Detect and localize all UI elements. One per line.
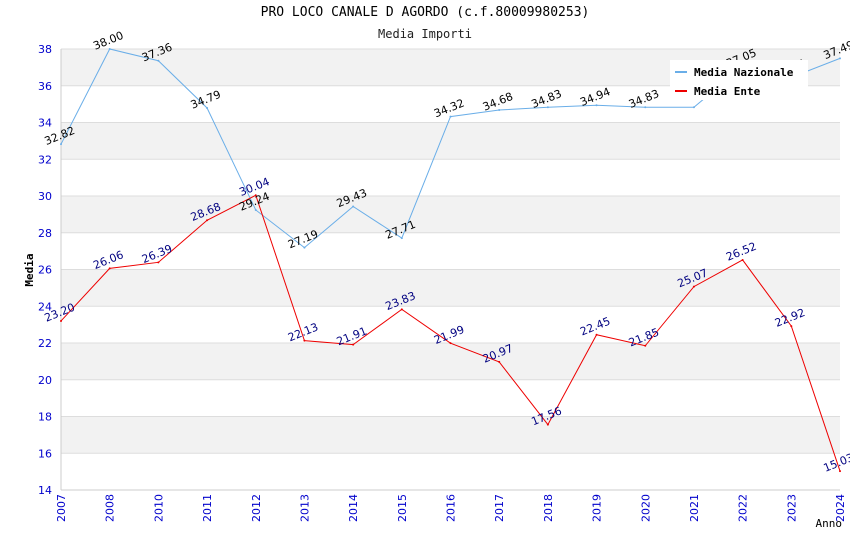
x-tick-label: 2020	[639, 494, 652, 522]
data-point	[839, 470, 841, 473]
x-tick-label: 2010	[152, 494, 165, 522]
legend-label-overlay: Media Ente	[694, 85, 761, 98]
y-tick-label: 20	[38, 374, 52, 387]
data-point	[352, 343, 355, 346]
x-tick-label: 2011	[201, 494, 214, 522]
x-tick-label: 2007	[55, 494, 68, 522]
y-axis-label: Media	[23, 253, 36, 286]
y-tick-label: 36	[38, 80, 52, 93]
y-tick-label: 22	[38, 337, 52, 350]
y-tick-label: 38	[38, 43, 52, 56]
legend-box-overlay	[670, 60, 808, 100]
y-tick-label: 24	[38, 300, 52, 313]
data-point	[157, 261, 160, 264]
data-point	[108, 267, 111, 270]
y-tick-label: 28	[38, 227, 52, 240]
grid-band	[61, 306, 840, 343]
data-point	[644, 106, 647, 109]
y-tick-label: 18	[38, 411, 52, 424]
grid-band	[61, 343, 840, 380]
data-point	[303, 339, 306, 342]
x-tick-label: 2016	[445, 494, 458, 522]
data-point	[60, 143, 62, 146]
data-point	[546, 106, 549, 109]
data-point	[352, 205, 355, 208]
data-point	[206, 219, 209, 222]
grid-band	[61, 196, 840, 233]
y-tick-label: 16	[38, 447, 52, 460]
data-point	[157, 59, 160, 62]
x-tick-label: 2012	[250, 494, 263, 522]
grid-band	[61, 453, 840, 490]
x-tick-label: 2008	[104, 494, 117, 522]
x-tick-label: 2021	[688, 494, 701, 522]
x-tick-label: 2023	[785, 494, 798, 522]
data-point	[449, 115, 452, 118]
x-axis-label: Anno	[816, 517, 843, 530]
data-point	[108, 48, 111, 50]
data-point	[692, 106, 695, 109]
data-point	[449, 342, 452, 345]
grid-band	[61, 159, 840, 196]
y-tick-label: 26	[38, 264, 52, 277]
data-point	[254, 194, 257, 197]
data-point	[692, 285, 695, 288]
grid-band	[61, 232, 840, 270]
x-tick-label: 2019	[591, 494, 604, 522]
grid-band	[61, 379, 840, 417]
legend-label-overlay: Media Nazionale	[694, 66, 794, 79]
x-tick-label: 2018	[542, 494, 555, 522]
data-point	[498, 360, 501, 363]
y-tick-label: 14	[38, 484, 52, 497]
data-point	[546, 423, 549, 426]
grid-band	[61, 269, 840, 307]
data-point	[303, 246, 306, 249]
data-point	[60, 319, 62, 322]
x-tick-label: 2013	[298, 494, 311, 522]
y-tick-label: 34	[38, 117, 52, 130]
y-tick-label: 30	[38, 190, 52, 203]
chart-title: PRO LOCO CANALE D AGORDO (c.f.8000998025…	[260, 5, 590, 20]
data-point	[644, 344, 647, 347]
x-tick-label: 2024	[834, 494, 847, 522]
x-tick-label: 2014	[347, 494, 360, 522]
data-point	[498, 109, 501, 112]
data-point	[206, 106, 209, 109]
data-point	[790, 325, 793, 328]
data-point	[595, 104, 598, 107]
chart-subtitle: Media Importi	[378, 27, 472, 41]
data-point	[400, 308, 403, 311]
x-tick-label: 2022	[737, 494, 750, 522]
data-point	[254, 208, 257, 211]
data-point	[741, 258, 744, 261]
data-point	[595, 333, 598, 336]
data-point	[839, 57, 841, 60]
x-tick-label: 2017	[493, 494, 506, 522]
x-tick-label: 2015	[396, 494, 409, 522]
y-tick-label: 32	[38, 153, 52, 166]
grid-band	[61, 416, 840, 454]
grid-band	[61, 122, 840, 160]
data-point	[400, 237, 403, 240]
